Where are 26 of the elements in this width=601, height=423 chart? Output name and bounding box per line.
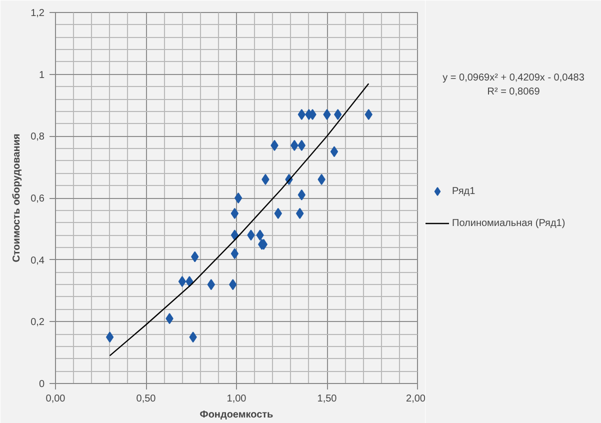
y-tick-label: 1 [38, 70, 45, 81]
y-axis-title: Стоимость оборудования [12, 134, 23, 262]
x-tick-label: 0,00 [46, 394, 66, 404]
point [230, 208, 239, 219]
point [178, 276, 186, 287]
text: y = 0,0969x² + 0,4209x - 0,0483 [442, 72, 585, 84]
point [330, 146, 338, 158]
x-tick-label: 2,00 [406, 394, 426, 404]
y-tick-label: 0 [38, 379, 45, 390]
y-tick-label: 0,2 [30, 317, 45, 328]
y-tick-label: 0,4 [30, 255, 45, 266]
y-tick-label: 1,2 [30, 8, 45, 19]
text: R² = 0,8069 [487, 86, 540, 98]
x-axis-title: Фондоемкость [200, 410, 274, 420]
point [106, 332, 114, 343]
legend-label: Полиномиальная (Ряд1) [452, 218, 566, 228]
line-series [109, 83, 370, 356]
x-tick-label: 1,50 [317, 394, 338, 404]
point [230, 248, 239, 260]
x-tick-label: 1,00 [226, 394, 247, 404]
y-tick-label: 0,6 [30, 194, 45, 204]
y-tick-label: 0,8 [30, 132, 45, 143]
point [234, 192, 242, 204]
x-tick-label: 0,50 [136, 394, 156, 404]
legend-label: Ряд1 [452, 186, 476, 196]
point [230, 230, 239, 241]
